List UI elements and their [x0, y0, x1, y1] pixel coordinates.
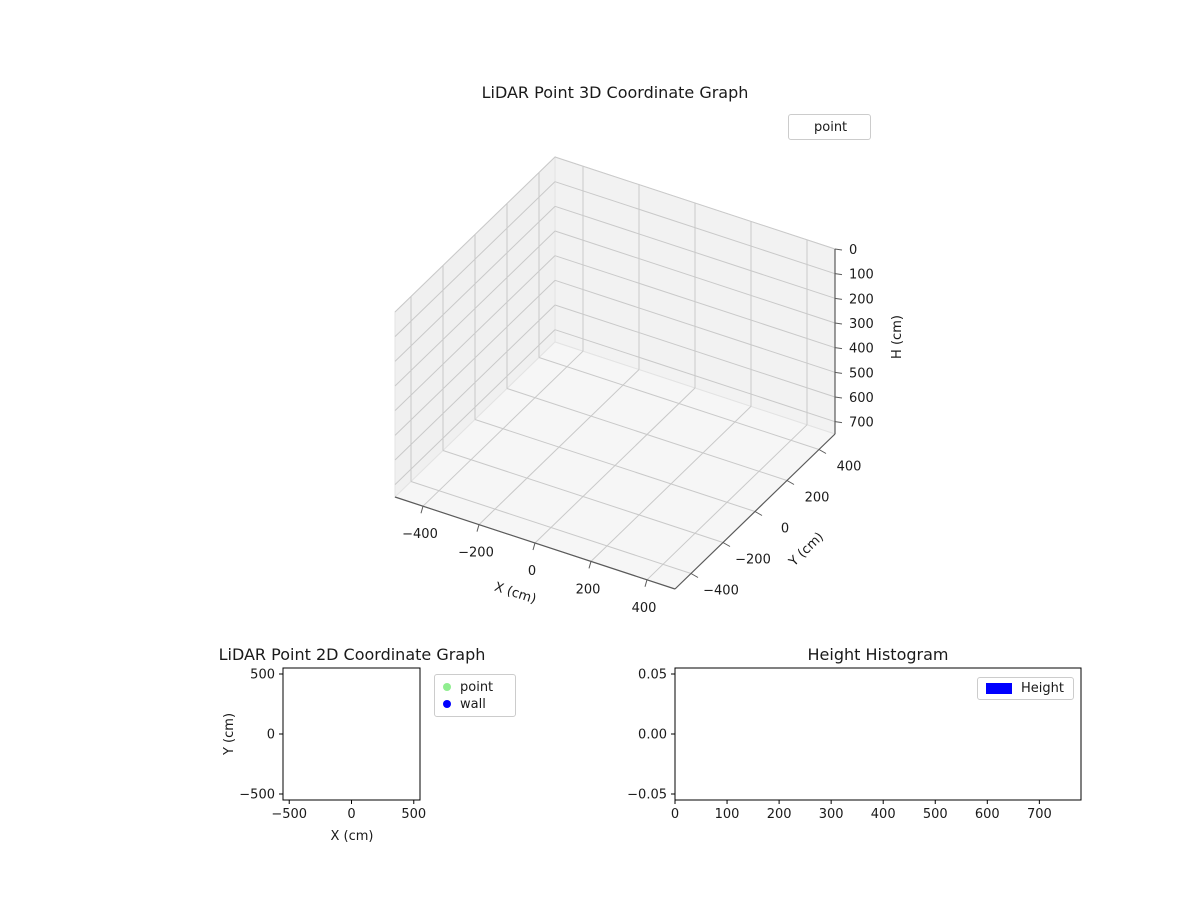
grid-line	[394, 279, 556, 436]
tick-mark	[834, 371, 843, 374]
tick-label: 200	[767, 807, 792, 822]
tick-mark	[754, 511, 763, 516]
legend-entry-height: Height	[978, 680, 1073, 697]
legend-entry-point: point	[435, 679, 515, 696]
tick-label: −200	[458, 546, 494, 561]
tick-mark	[690, 573, 699, 578]
grid-line	[554, 181, 836, 275]
point-marker-icon	[797, 123, 805, 131]
tick-mark	[834, 273, 843, 276]
tick-label: 600	[975, 807, 1000, 822]
tick-label: 0	[528, 564, 536, 579]
tick-mark	[786, 480, 795, 485]
tick-mark	[588, 561, 592, 569]
tick-mark	[834, 297, 843, 300]
tick-label: 300	[849, 317, 874, 332]
plot2d-legend-wall-label: wall	[460, 696, 486, 712]
tick-label: 100	[849, 268, 874, 283]
tick-label: 0	[347, 807, 355, 822]
tick-label: 500	[923, 807, 948, 822]
tick-label: 0.05	[638, 668, 667, 683]
tick-label: 200	[576, 582, 601, 597]
point-marker-icon	[443, 683, 451, 691]
plot3d-zaxis-label: H (cm)	[890, 315, 905, 359]
grid-line	[554, 304, 836, 398]
tick-label: −400	[402, 527, 438, 542]
tick-label: 0	[849, 243, 857, 258]
tick-label: 500	[849, 366, 874, 381]
grid-line	[442, 450, 724, 543]
grid-line	[474, 419, 756, 512]
tick-label: 600	[849, 391, 874, 406]
tick-label: 400	[849, 342, 874, 357]
tick-mark	[818, 449, 827, 454]
grid-line	[554, 255, 836, 349]
tick-label: 500	[401, 807, 426, 822]
tick-label: 700	[1027, 807, 1052, 822]
hist-legend: Height	[977, 677, 1074, 700]
hist-title: Height Histogram	[807, 645, 949, 664]
tick-label: 0	[781, 522, 789, 537]
grid-line	[394, 304, 556, 461]
plot3d-legend: point	[788, 114, 871, 140]
tick-label: 0	[671, 807, 679, 822]
grid-line	[554, 279, 836, 373]
plot2d-xaxis-label: X (cm)	[330, 829, 374, 844]
plot2d-legend: point wall	[434, 674, 516, 717]
tick-label: 400	[632, 601, 657, 616]
height-swatch-icon	[986, 683, 1012, 694]
plot2d-yaxis-label: Y (cm)	[222, 712, 237, 756]
tick-label: 700	[849, 416, 874, 431]
tick-label: 400	[837, 460, 862, 475]
plot2d-frame	[282, 667, 421, 801]
tick-label: 200	[805, 491, 830, 506]
grid-line	[538, 357, 820, 450]
wall-marker-icon	[443, 700, 451, 708]
tick-mark	[476, 524, 480, 532]
grid-line	[554, 329, 836, 423]
tick-mark	[834, 347, 843, 350]
tick-mark	[834, 421, 843, 424]
tick-label: −400	[703, 584, 739, 599]
legend-entry-point: point	[789, 119, 870, 136]
tick-label: −200	[735, 553, 771, 568]
tick-label: −500	[239, 788, 275, 803]
plot3d-legend-point-label: point	[814, 119, 848, 135]
grid-line	[394, 255, 556, 412]
tick-label: 500	[250, 668, 275, 683]
tick-mark	[722, 542, 731, 547]
tick-mark	[420, 506, 424, 514]
tick-mark	[834, 396, 843, 399]
grid-line	[394, 156, 556, 313]
grid-line	[410, 481, 692, 574]
tick-label: −500	[271, 807, 307, 822]
grid-line	[554, 205, 836, 299]
tick-label: −0.05	[627, 788, 667, 803]
grid-line	[394, 181, 556, 338]
tick-label: 0	[267, 728, 275, 743]
tick-mark	[834, 248, 843, 251]
tick-mark	[834, 322, 843, 325]
tick-mark	[532, 542, 536, 551]
tick-mark	[644, 579, 648, 587]
plot3d-title: LiDAR Point 3D Coordinate Graph	[481, 83, 749, 102]
tick-label: 0.00	[638, 728, 667, 743]
tick-label: 300	[819, 807, 844, 822]
grid-line	[506, 388, 788, 481]
plot2d-title: LiDAR Point 2D Coordinate Graph	[218, 645, 486, 664]
grid-line	[394, 329, 556, 486]
grid-line	[394, 205, 556, 362]
hist-legend-height-label: Height	[1021, 681, 1064, 696]
grid-line	[554, 156, 836, 250]
grid-line	[554, 230, 836, 324]
legend-entry-wall: wall	[435, 696, 515, 713]
tick-label: 100	[715, 807, 740, 822]
tick-label: 200	[849, 292, 874, 307]
grid-line	[394, 230, 556, 387]
plot2d-legend-point-label: point	[460, 679, 494, 695]
tick-label: 400	[871, 807, 896, 822]
